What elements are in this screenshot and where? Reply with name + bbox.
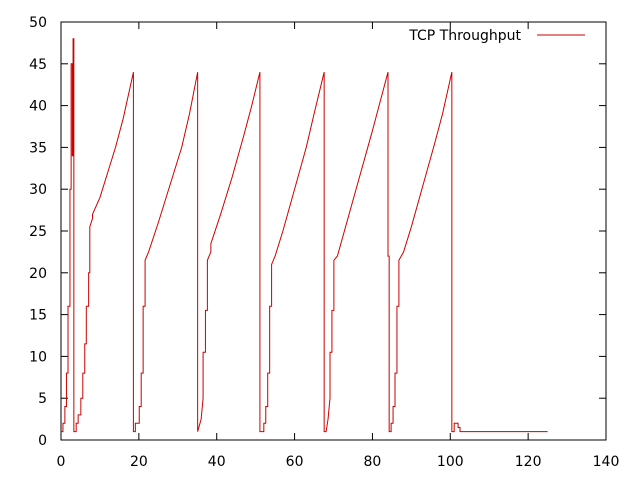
y-tick-label: 30 xyxy=(29,182,47,198)
plot-area xyxy=(60,21,607,441)
x-tick-label: 20 xyxy=(130,454,148,470)
x-tick-label: 60 xyxy=(286,454,304,470)
y-tick-label: 20 xyxy=(29,266,47,282)
y-tick-label: 40 xyxy=(29,99,47,115)
y-tick-label: 50 xyxy=(29,15,47,31)
x-tick-label: 140 xyxy=(593,454,620,470)
x-tick-label: 0 xyxy=(57,454,66,470)
y-tick-label: 35 xyxy=(29,140,47,156)
series-line-tcp-throughput xyxy=(61,38,548,433)
y-tick-label: 45 xyxy=(29,57,47,73)
legend: TCP Throughput xyxy=(408,28,585,44)
y-tick-label: 10 xyxy=(29,349,47,365)
x-tick-label: 40 xyxy=(208,454,226,470)
series-lines xyxy=(61,38,548,433)
y-tick-label: 25 xyxy=(29,224,47,240)
y-tick-label: 5 xyxy=(38,391,47,407)
x-tick-label: 100 xyxy=(437,454,464,470)
y-axis-tick-labels: 0 5 10 15 20 25 30 35 40 45 50 xyxy=(29,15,47,449)
x-tick-label: 80 xyxy=(364,454,382,470)
x-axis-tick-labels: 0 20 40 60 80 100 120 140 xyxy=(57,454,620,470)
y-tick-label: 15 xyxy=(29,308,47,324)
x-tick-label: 120 xyxy=(515,454,542,470)
legend-label-tcp-throughput: TCP Throughput xyxy=(408,28,521,44)
axis-ticks xyxy=(60,21,607,441)
y-tick-label: 0 xyxy=(38,433,47,449)
